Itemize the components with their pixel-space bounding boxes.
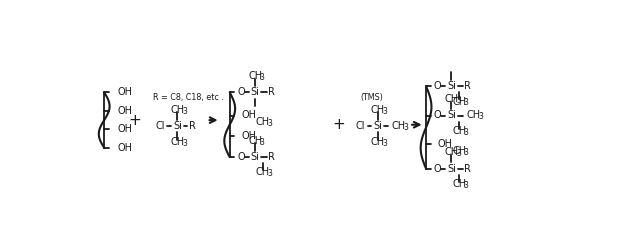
Text: 3: 3 bbox=[382, 107, 387, 116]
Text: 3: 3 bbox=[403, 123, 408, 132]
Text: CH: CH bbox=[452, 126, 466, 136]
Text: 3: 3 bbox=[456, 96, 461, 105]
Text: OH: OH bbox=[241, 110, 256, 121]
Text: 3: 3 bbox=[464, 98, 469, 107]
Text: O: O bbox=[238, 152, 245, 162]
Text: 3: 3 bbox=[268, 169, 272, 178]
Text: OH: OH bbox=[241, 131, 256, 141]
Text: CH: CH bbox=[248, 71, 262, 81]
Text: CH: CH bbox=[444, 94, 459, 104]
Text: (TMS): (TMS) bbox=[361, 93, 384, 102]
Text: R = C8, C18, etc .: R = C8, C18, etc . bbox=[154, 93, 225, 102]
Text: R: R bbox=[189, 121, 196, 131]
Text: 3: 3 bbox=[260, 138, 265, 146]
Text: R: R bbox=[268, 87, 275, 97]
Text: 3: 3 bbox=[260, 73, 265, 82]
Text: Si: Si bbox=[251, 87, 260, 97]
Text: OH: OH bbox=[117, 87, 132, 97]
Text: OH: OH bbox=[117, 143, 132, 153]
Text: +: + bbox=[332, 117, 344, 132]
Text: CH: CH bbox=[467, 110, 481, 121]
Text: O: O bbox=[434, 81, 441, 91]
Text: CH: CH bbox=[452, 97, 466, 107]
Text: Cl: Cl bbox=[155, 121, 165, 131]
Text: CH: CH bbox=[170, 105, 185, 115]
Text: R: R bbox=[464, 81, 471, 91]
Text: CH: CH bbox=[248, 136, 262, 146]
Text: Si: Si bbox=[373, 121, 382, 131]
Text: OH: OH bbox=[437, 139, 452, 149]
Text: CH: CH bbox=[256, 117, 270, 128]
Text: 3: 3 bbox=[464, 128, 469, 137]
Text: Si: Si bbox=[251, 152, 260, 162]
Text: CH: CH bbox=[256, 167, 270, 177]
Text: +: + bbox=[129, 113, 142, 128]
Text: Si: Si bbox=[173, 121, 182, 131]
Text: CH: CH bbox=[452, 146, 466, 156]
Text: CH: CH bbox=[391, 121, 406, 131]
Text: O: O bbox=[434, 164, 441, 174]
Text: Si: Si bbox=[447, 81, 456, 91]
Text: 3: 3 bbox=[268, 119, 272, 128]
Text: CH: CH bbox=[371, 105, 384, 115]
Text: CH: CH bbox=[444, 147, 459, 158]
Text: 3: 3 bbox=[464, 181, 469, 190]
Text: Si: Si bbox=[447, 110, 456, 121]
Text: 3: 3 bbox=[182, 139, 187, 148]
Text: CH: CH bbox=[371, 137, 384, 147]
Text: 3: 3 bbox=[182, 107, 187, 116]
Text: R: R bbox=[464, 164, 471, 174]
Text: O: O bbox=[434, 110, 441, 121]
Text: OH: OH bbox=[117, 106, 132, 116]
Text: Cl: Cl bbox=[356, 121, 366, 131]
Text: Si: Si bbox=[447, 164, 456, 174]
Text: 3: 3 bbox=[464, 148, 469, 157]
Text: O: O bbox=[238, 87, 245, 97]
Text: 3: 3 bbox=[456, 149, 461, 158]
Text: R: R bbox=[268, 152, 275, 162]
Text: CH: CH bbox=[170, 137, 185, 147]
Text: 3: 3 bbox=[382, 139, 387, 148]
Text: CH: CH bbox=[452, 179, 466, 189]
Text: 3: 3 bbox=[479, 112, 484, 121]
Text: OH: OH bbox=[117, 124, 132, 134]
